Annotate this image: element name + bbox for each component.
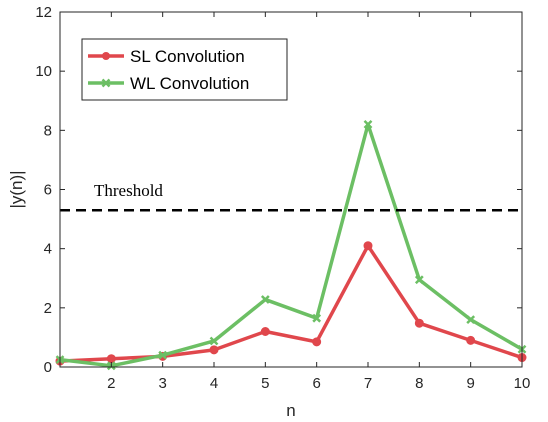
data-point <box>260 327 270 336</box>
y-axis-label: |y(n)| <box>7 170 26 208</box>
series-line-1 <box>59 243 523 363</box>
y-tick-label: 8 <box>44 122 52 139</box>
data-point <box>106 354 116 364</box>
x-tick-label: 2 <box>107 375 115 392</box>
y-tick-label: 12 <box>35 4 52 21</box>
data-point <box>209 336 219 346</box>
legend-marker <box>102 52 110 60</box>
y-tick-label: 0 <box>44 359 52 376</box>
legend-label: SL Convolution <box>130 47 245 66</box>
data-point <box>158 350 168 360</box>
legend-entry-1: SL Convolution <box>88 47 245 66</box>
x-tick-label: 5 <box>261 375 269 392</box>
data-point <box>414 275 424 285</box>
x-tick-label: 8 <box>415 375 423 392</box>
y-tick-label: 6 <box>44 182 52 199</box>
axes-layer: 0 2 4 6 8 10 12 2 3 4 5 6 7 8 9 10 <box>35 4 530 392</box>
legend-box <box>81 38 288 101</box>
data-point <box>312 313 322 323</box>
threshold-label: Threshold <box>94 181 163 200</box>
legend-entry-2: WL Convolution <box>88 74 249 93</box>
x-axis-label: n <box>286 401 295 420</box>
data-point <box>260 295 270 304</box>
legend: SL Convolution WL Convolution <box>81 38 288 101</box>
x-tick-label: 4 <box>210 375 218 392</box>
y-tick-label: 4 <box>44 241 52 258</box>
threshold-layer: Threshold <box>60 181 522 212</box>
data-point <box>466 315 476 325</box>
legend-marker <box>101 78 111 88</box>
data-point <box>209 345 219 355</box>
x-tick-label: 7 <box>364 375 372 392</box>
data-point <box>414 318 424 328</box>
x-tick-label: 10 <box>514 375 531 392</box>
data-point <box>363 120 373 129</box>
data-point <box>312 337 322 347</box>
y-tick-label: 10 <box>35 63 52 80</box>
x-tick-label: 6 <box>312 375 320 392</box>
series-line-2 <box>59 122 523 368</box>
data-point <box>363 241 373 251</box>
x-tick-label: 9 <box>466 375 474 392</box>
legend-items: SL Convolution WL Convolution <box>88 47 249 93</box>
y-tick-label: 2 <box>44 300 52 317</box>
x-tick-label: 3 <box>158 375 166 392</box>
marks-layer <box>55 120 527 371</box>
data-point <box>466 335 476 345</box>
legend-label: WL Convolution <box>130 74 249 93</box>
